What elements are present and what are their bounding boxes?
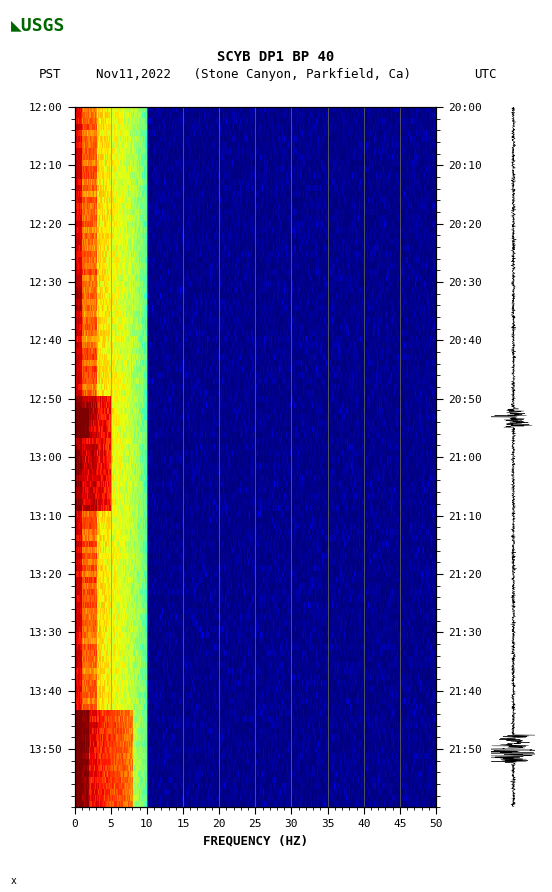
Text: SCYB DP1 BP 40: SCYB DP1 BP 40: [217, 50, 335, 64]
Text: ◣USGS: ◣USGS: [11, 16, 66, 34]
Text: Nov11,2022   (Stone Canyon, Parkfield, Ca): Nov11,2022 (Stone Canyon, Parkfield, Ca): [97, 69, 411, 81]
Text: x: x: [11, 876, 17, 887]
Text: UTC: UTC: [475, 69, 497, 81]
X-axis label: FREQUENCY (HZ): FREQUENCY (HZ): [203, 835, 308, 847]
Text: PST: PST: [39, 69, 61, 81]
